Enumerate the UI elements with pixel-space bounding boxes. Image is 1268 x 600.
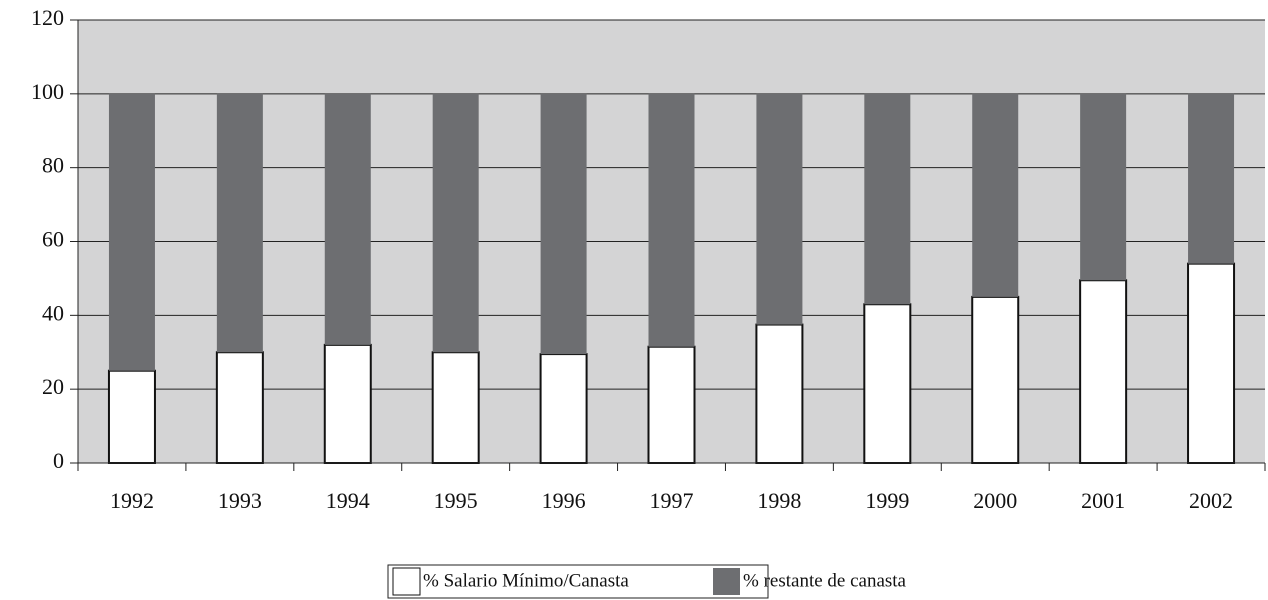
x-tick-label: 1998 — [757, 488, 801, 513]
bar-segment — [216, 93, 263, 353]
legend-swatch — [713, 568, 740, 595]
legend-box — [387, 564, 769, 599]
y-tick-label: 120 — [31, 5, 64, 30]
y-tick-label: 0 — [53, 448, 64, 473]
legend-label: % Salario Mínimo/Canasta — [423, 570, 629, 591]
x-tick-label: 2001 — [1081, 488, 1125, 513]
bar-segment — [864, 93, 911, 305]
bar-segment — [431, 351, 480, 464]
bar-segment — [647, 345, 696, 464]
bar-segment — [432, 93, 479, 353]
x-tick-label: 1994 — [326, 488, 370, 513]
bar-segment — [1188, 93, 1235, 264]
x-tick-label: 1992 — [110, 488, 154, 513]
bar-segment — [215, 351, 264, 464]
bar-segment — [323, 343, 372, 464]
x-tick-label: 2002 — [1189, 488, 1233, 513]
x-tick-label: 2000 — [973, 488, 1017, 513]
bar-segment — [971, 295, 1020, 464]
x-tick-label: 1995 — [434, 488, 478, 513]
bar-segment — [324, 93, 371, 345]
bar-segment — [108, 93, 155, 371]
x-tick-label: 1993 — [218, 488, 262, 513]
bar-segment — [648, 93, 695, 347]
bar-segment — [755, 323, 804, 464]
bar-segment — [1187, 262, 1236, 464]
y-tick-label: 80 — [42, 153, 64, 178]
y-tick-label: 100 — [31, 79, 64, 104]
bar-segment — [1079, 279, 1128, 465]
bar-segment — [756, 93, 803, 325]
x-tick-label: 1996 — [542, 488, 586, 513]
legend-label: % restante de canasta — [743, 570, 907, 591]
x-tick-label: 1999 — [865, 488, 909, 513]
bar-segment — [863, 303, 912, 464]
bar-segment — [539, 353, 588, 464]
bar-segment — [972, 93, 1019, 297]
y-tick-label: 60 — [42, 227, 64, 252]
y-tick-label: 20 — [42, 374, 64, 399]
bar-segment — [1080, 93, 1127, 281]
bar-segment — [540, 93, 587, 355]
y-tick-label: 40 — [42, 300, 64, 325]
x-tick-label: 1997 — [650, 488, 694, 513]
bar-segment — [107, 369, 156, 465]
legend-swatch — [392, 567, 421, 596]
